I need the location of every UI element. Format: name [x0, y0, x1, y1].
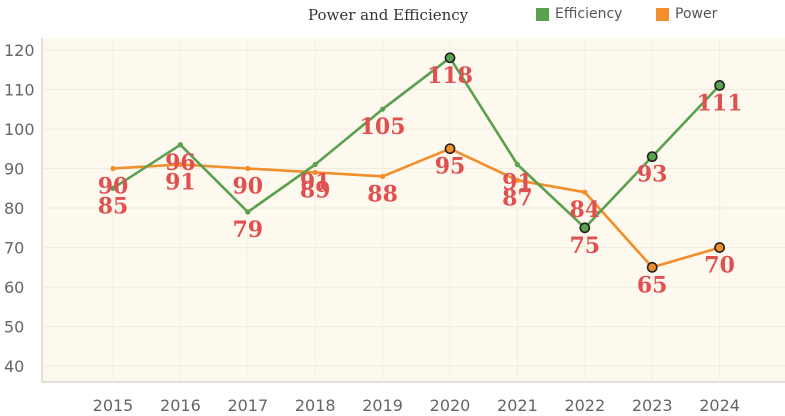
x-tick-label: 2019	[362, 396, 403, 415]
efficiency-point	[380, 106, 386, 112]
x-tick-label: 2023	[632, 396, 673, 415]
efficiency-data-label: 91	[502, 170, 533, 196]
efficiency-point	[714, 80, 725, 91]
efficiency-point	[245, 209, 251, 215]
power-point	[380, 173, 386, 179]
legend-swatch-power	[656, 7, 669, 21]
x-tick-label: 2015	[93, 396, 134, 415]
efficiency-point	[312, 161, 318, 168]
power-point	[514, 177, 521, 183]
y-tick-label: 60	[4, 278, 24, 297]
efficiency-point	[579, 222, 591, 234]
x-tick-label: 2022	[564, 396, 605, 415]
efficiency-data-label: 91	[300, 170, 331, 196]
legend-label-efficiency: Efficiency	[555, 6, 623, 22]
y-tick-label: 70	[4, 239, 24, 258]
efficiency-data-label: 79	[232, 217, 263, 243]
efficiency-data-label: 111	[697, 90, 743, 116]
y-tick-label: 40	[4, 357, 24, 376]
y-tick-label: 50	[4, 318, 24, 337]
x-tick-label: 2017	[227, 396, 268, 415]
efficiency-point	[514, 161, 521, 168]
legend-label-power: Power	[675, 6, 718, 22]
chart-legend: Power and Efficiency Efficiency Power	[0, 6, 785, 28]
power-point	[582, 189, 588, 195]
power-point	[646, 261, 658, 273]
power-data-label: 87	[502, 185, 533, 211]
y-tick-label: 110	[4, 80, 35, 99]
y-tick-label: 100	[4, 120, 35, 139]
x-tick-label: 2018	[295, 396, 336, 415]
efficiency-data-label: 75	[569, 233, 600, 259]
power-data-label: 70	[704, 253, 735, 279]
chart-title: Power and Efficiency	[308, 6, 469, 24]
x-tick-label: 2020	[430, 396, 471, 415]
power-data-label: 89	[300, 177, 331, 203]
x-tick-label: 2024	[699, 396, 740, 415]
legend-item-efficiency: Efficiency	[536, 6, 622, 22]
power-point	[444, 143, 456, 155]
power-point	[177, 161, 183, 168]
power-data-label: 84	[569, 197, 600, 223]
power-point	[714, 242, 725, 253]
y-tick-label: 80	[4, 199, 24, 218]
efficiency-point	[444, 52, 456, 64]
efficiency-point	[177, 142, 183, 148]
plot-area	[42, 38, 785, 382]
power-data-label: 65	[637, 272, 668, 298]
power-point	[245, 165, 251, 172]
y-tick-label: 90	[4, 159, 24, 178]
legend-swatch-efficiency	[536, 7, 549, 21]
efficiency-point	[646, 151, 658, 163]
power-data-label: 91	[165, 170, 196, 196]
power-data-label: 90	[98, 173, 129, 199]
efficiency-data-label: 118	[427, 63, 473, 89]
y-tick-label: 120	[4, 41, 35, 60]
power-point	[312, 169, 318, 176]
efficiency-data-label: 105	[360, 114, 406, 140]
power-data-label: 95	[435, 154, 466, 180]
efficiency-data-label: 96	[165, 150, 196, 176]
power-point	[110, 165, 116, 172]
efficiency-data-label: 93	[637, 162, 668, 188]
legend-item-power: Power	[656, 6, 717, 22]
power-data-label: 88	[367, 181, 398, 207]
efficiency-point	[110, 185, 116, 191]
efficiency-data-label: 85	[98, 193, 129, 219]
x-tick-label: 2016	[160, 396, 201, 415]
x-tick-label: 2021	[497, 396, 538, 415]
power-series-line	[112, 147, 720, 269]
power-data-label: 90	[232, 173, 263, 199]
efficiency-series-line	[112, 56, 721, 230]
